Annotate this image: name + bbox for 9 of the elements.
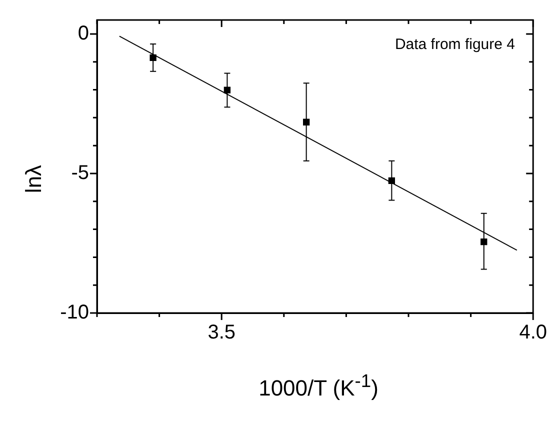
y-axis-title: lnλ [21, 164, 47, 196]
y-tick-label: 0 [78, 22, 89, 44]
y-tick-label: -10 [60, 302, 89, 324]
x-tick-label: 3.5 [208, 322, 236, 344]
y-tick-label: -5 [71, 162, 89, 184]
x-axis-title: 1000/T (K$^{-1}$) [258, 370, 380, 402]
x-tick-label: 4.0 [519, 322, 548, 344]
annotation: Data from figure 4 [394, 36, 515, 53]
point [150, 54, 156, 61]
